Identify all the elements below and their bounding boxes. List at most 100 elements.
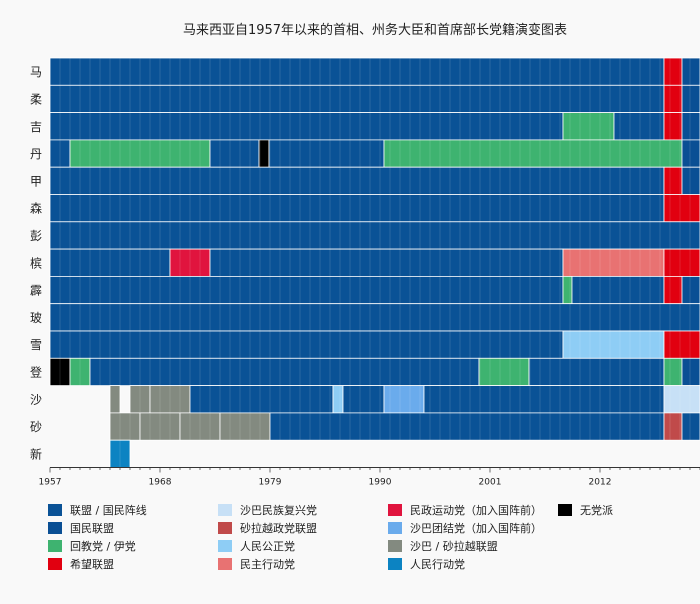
segment-umno_pas: [562, 112, 615, 141]
row-label: 新: [30, 446, 42, 461]
legend-label: 无党派: [580, 504, 613, 517]
row-label: 槟: [30, 255, 42, 270]
segment-alliance_bn: [49, 248, 171, 277]
segment-pkr: [332, 385, 344, 414]
row-14: [109, 412, 700, 441]
legend-swatch: [48, 522, 62, 534]
legend-swatch: [218, 540, 232, 552]
segment-sabah_sarawak: [219, 412, 271, 441]
row-4: [49, 139, 700, 168]
segment-ph: [663, 330, 700, 359]
segment-umno_pas: [478, 357, 530, 386]
segment-pn: [681, 275, 700, 305]
row-13: [109, 385, 700, 414]
legend-item-ph: 希望联盟: [48, 557, 114, 571]
segment-berjaya: [663, 385, 700, 414]
row-label: 柔: [30, 92, 42, 106]
segment-ph: [663, 275, 683, 305]
row-label: 霹: [30, 284, 42, 298]
row-9: [49, 275, 700, 305]
row-label: 丹: [30, 147, 42, 161]
segment-ph: [663, 112, 683, 141]
row-label: 马: [30, 65, 42, 79]
segment-gps: [663, 412, 683, 441]
segment-pn: [681, 139, 700, 168]
x-tick-label: 1990: [369, 478, 392, 488]
segment-alliance_bn: [49, 166, 665, 195]
legend-swatch: [388, 504, 402, 516]
segment-ph: [663, 194, 700, 223]
legend-item-pap: 人民行动党: [388, 558, 465, 571]
row-label: 沙: [30, 393, 42, 407]
legend-item-pkr: 人民公正党: [218, 540, 295, 553]
x-tick-label: 1979: [259, 478, 282, 488]
legend-swatch: [388, 540, 402, 552]
legend-item-dap: 民主行动党: [218, 558, 295, 571]
row-label: 登: [30, 364, 42, 379]
legend-item-gps: 砂拉越政党联盟: [218, 521, 317, 535]
row-11: [49, 330, 700, 359]
legend-label: 人民公正党: [240, 540, 295, 553]
segment-sabah_sarawak: [139, 412, 181, 441]
row-5: [49, 166, 700, 195]
x-tick-label: 2012: [589, 478, 612, 488]
legend-item-alliance_bn: 联盟 / 国民阵线: [48, 503, 147, 517]
segment-alliance_bn: [209, 139, 260, 168]
row-10: [49, 303, 700, 332]
legend-item-pn: 国民联盟: [48, 522, 114, 535]
legend-swatch: [558, 504, 572, 516]
legend-item-gerakan: 民政运动党（加入国阵前）: [388, 503, 542, 517]
segment-dap: [562, 248, 665, 277]
row-label: 玻: [30, 311, 42, 325]
segment-gerakan: [169, 248, 211, 277]
row-1: [49, 57, 700, 86]
row-7: [49, 221, 700, 250]
segment-alliance_bn: [49, 57, 665, 86]
segment-sabah_sarawak: [109, 412, 141, 441]
legend-item-sabah_sarawak: 沙巴 / 砂拉越联盟: [388, 539, 498, 553]
legend-label: 回教党 / 伊党: [70, 540, 136, 553]
segment-pn: [681, 112, 700, 141]
row-label: 砂: [30, 420, 42, 434]
legend-label: 联盟 / 国民阵线: [70, 503, 147, 517]
legend-item-umno_pas: 回教党 / 伊党: [48, 540, 136, 553]
legend-label: 沙巴团结党（加入国阵前）: [410, 521, 542, 535]
legend-label: 希望联盟: [70, 557, 114, 571]
segment-alliance_bn: [49, 194, 665, 223]
segment-ph: [663, 57, 683, 86]
chart-title: 马来西亚自1957年以来的首相、州务大臣和首席部长党籍演变图表: [183, 22, 567, 38]
row-6: [49, 194, 700, 223]
segment-umno_pas: [69, 139, 211, 168]
row-bands: [49, 57, 700, 468]
legend-label: 民主行动党: [240, 558, 295, 571]
legend-label: 沙巴民族复兴党: [240, 503, 317, 517]
segment-umno_pas: [663, 357, 683, 386]
row-label: 雪: [30, 338, 42, 352]
segment-alliance_bn: [342, 385, 385, 414]
segment-alliance_bn: [268, 139, 385, 168]
row-2: [49, 84, 700, 114]
segment-alliance_bn: [49, 84, 665, 114]
x-tick-label: 2001: [479, 478, 502, 488]
segment-pn: [681, 84, 700, 114]
legend-swatch: [218, 522, 232, 534]
segment-independent: [258, 139, 270, 168]
row-12: [49, 357, 700, 386]
x-axis: 1957 1968 1979 1990 2001 2012: [39, 467, 700, 488]
legend-swatch: [48, 504, 62, 516]
row-label: 吉: [30, 120, 42, 134]
segment-alliance_bn: [269, 412, 665, 441]
legend-swatch: [218, 504, 232, 516]
segment-ph: [663, 166, 683, 195]
segment-alliance_bn: [49, 112, 564, 141]
segment-umno_pas: [562, 275, 573, 305]
legend-label: 人民行动党: [410, 558, 465, 571]
segment-ph: [663, 84, 683, 114]
x-tick-label: 1968: [149, 478, 172, 488]
segment-pn: [681, 166, 700, 195]
legend-label: 砂拉越政党联盟: [240, 521, 317, 535]
legend-item-independent: 无党派: [558, 504, 613, 517]
